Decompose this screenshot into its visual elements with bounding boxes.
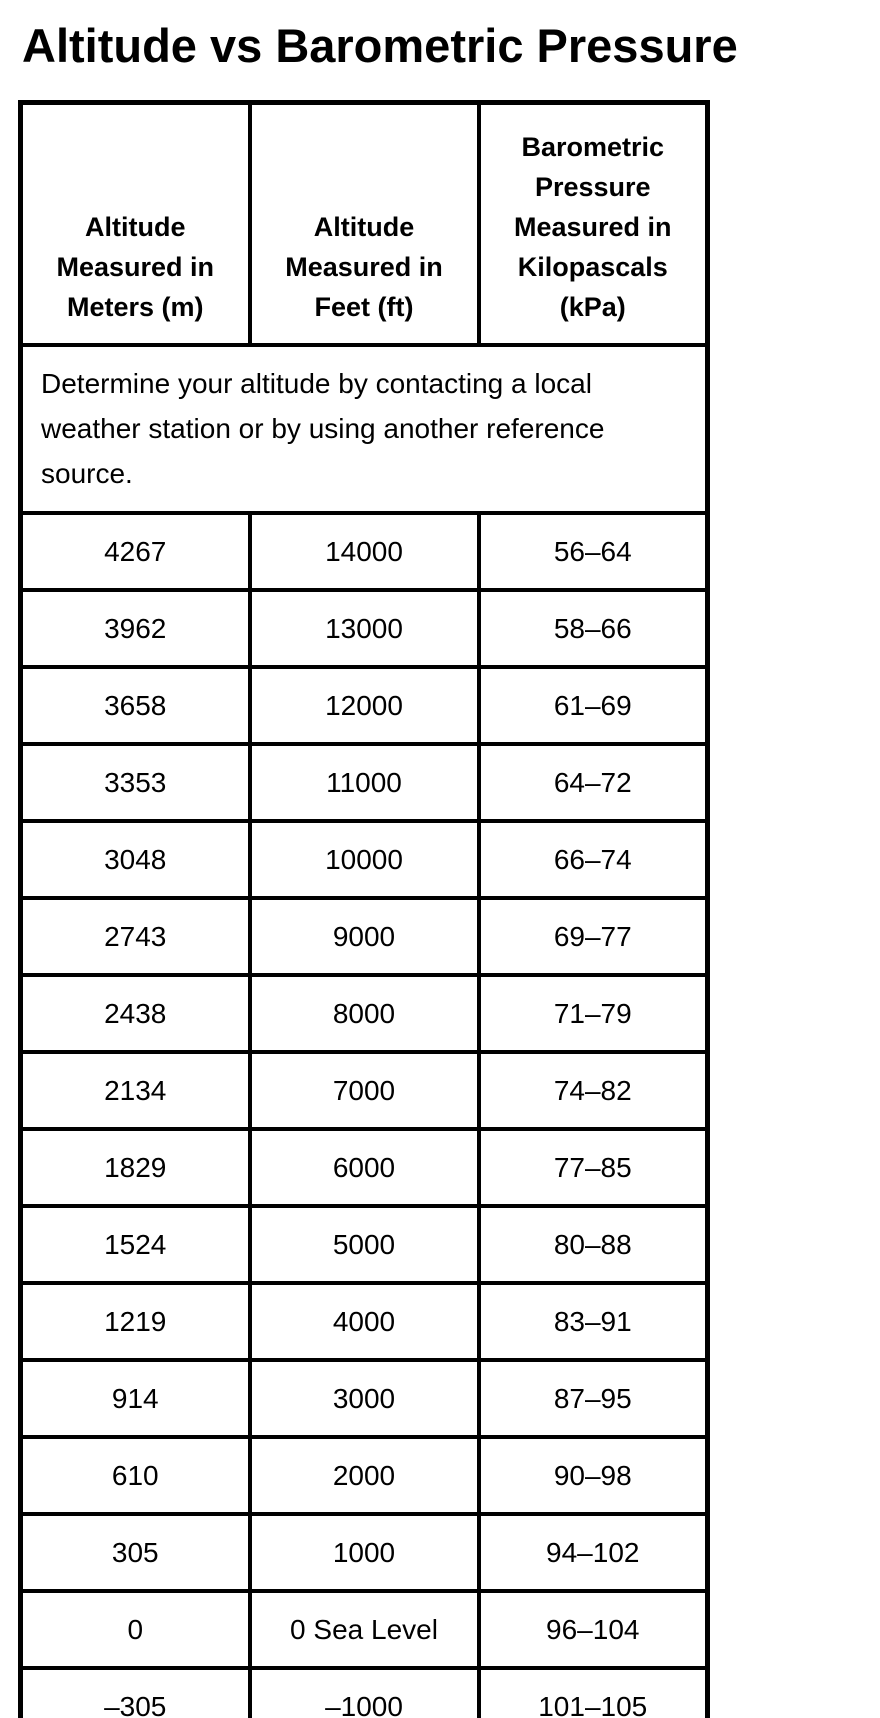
cell-altitude-m: 1829 bbox=[18, 1127, 252, 1208]
cell-altitude-m: 1219 bbox=[18, 1281, 252, 1362]
header-line: Measured in bbox=[285, 252, 443, 282]
header-line: Measured in bbox=[56, 252, 215, 282]
cell-altitude-m: 3353 bbox=[18, 742, 252, 823]
cell-altitude-ft: –1000 bbox=[247, 1666, 481, 1718]
cell-pressure-kpa: 71–79 bbox=[476, 973, 710, 1054]
page-title: Altitude vs Barometric Pressure bbox=[22, 19, 738, 72]
cell-altitude-m: 914 bbox=[18, 1358, 252, 1439]
cell-pressure-kpa: 56–64 bbox=[476, 511, 710, 592]
cell-pressure-kpa: 94–102 bbox=[476, 1512, 710, 1593]
cell-pressure-kpa: 64–72 bbox=[476, 742, 710, 823]
cell-pressure-kpa: 74–82 bbox=[476, 1050, 710, 1131]
table-row: 914 3000 87–95 bbox=[18, 1358, 710, 1439]
cell-altitude-ft: 3000 bbox=[247, 1358, 481, 1439]
table-row: 4267 14000 56–64 bbox=[18, 511, 710, 592]
cell-pressure-kpa: 90–98 bbox=[476, 1435, 710, 1516]
header-line: (kPa) bbox=[559, 292, 626, 322]
cell-altitude-m: 3658 bbox=[18, 665, 252, 746]
header-line: Barometric bbox=[521, 132, 665, 162]
cell-altitude-m: 0 bbox=[18, 1589, 252, 1670]
cell-altitude-ft: 4000 bbox=[247, 1281, 481, 1362]
header-pressure-kpa: Barometric Pressure Measured in Kilopasc… bbox=[476, 100, 710, 347]
cell-altitude-m: 3048 bbox=[18, 819, 252, 900]
table-row: 0 0 Sea Level 96–104 bbox=[18, 1589, 710, 1670]
cell-altitude-m: 2134 bbox=[18, 1050, 252, 1131]
cell-altitude-m: 2438 bbox=[18, 973, 252, 1054]
cell-pressure-kpa: 66–74 bbox=[476, 819, 710, 900]
cell-pressure-kpa: 77–85 bbox=[476, 1127, 710, 1208]
cell-altitude-m: 4267 bbox=[18, 511, 252, 592]
cell-altitude-ft: 5000 bbox=[247, 1204, 481, 1285]
table-row: 1524 5000 80–88 bbox=[18, 1204, 710, 1285]
table-row: 3048 10000 66–74 bbox=[18, 819, 710, 900]
table-row: 3353 11000 64–72 bbox=[18, 742, 710, 823]
table-row: 2743 9000 69–77 bbox=[18, 896, 710, 977]
header-line: Pressure bbox=[534, 172, 651, 202]
note-line: source. bbox=[41, 458, 133, 489]
cell-altitude-ft: 8000 bbox=[247, 973, 481, 1054]
cell-altitude-ft: 10000 bbox=[247, 819, 481, 900]
cell-altitude-ft: 1000 bbox=[247, 1512, 481, 1593]
cell-pressure-kpa: 101–105 bbox=[476, 1666, 710, 1718]
header-altitude-feet: Altitude Measured in Feet (ft) bbox=[247, 100, 481, 347]
table-note-row: Determine your altitude by contacting a … bbox=[18, 343, 710, 515]
cell-pressure-kpa: 80–88 bbox=[476, 1204, 710, 1285]
header-line: Measured in bbox=[513, 212, 672, 242]
note-line: Determine your altitude by contacting a … bbox=[41, 368, 592, 399]
header-line: Kilopascals bbox=[517, 252, 668, 282]
table-row: 3658 12000 61–69 bbox=[18, 665, 710, 746]
cell-altitude-m: 1524 bbox=[18, 1204, 252, 1285]
header-line: Meters (m) bbox=[66, 292, 204, 322]
cell-altitude-ft: 12000 bbox=[247, 665, 481, 746]
header-line: Feet (ft) bbox=[314, 292, 414, 322]
table-row: 2134 7000 74–82 bbox=[18, 1050, 710, 1131]
cell-altitude-ft: 13000 bbox=[247, 588, 481, 669]
cell-altitude-m: –305 bbox=[18, 1666, 252, 1718]
table-row: 1219 4000 83–91 bbox=[18, 1281, 710, 1362]
table-row: 2438 8000 71–79 bbox=[18, 973, 710, 1054]
cell-altitude-ft: 14000 bbox=[247, 511, 481, 592]
table-header-row: Altitude Measured in Meters (m) Altitude… bbox=[18, 100, 710, 347]
cell-altitude-ft: 7000 bbox=[247, 1050, 481, 1131]
table-row: 3962 13000 58–66 bbox=[18, 588, 710, 669]
cell-altitude-m: 3962 bbox=[18, 588, 252, 669]
table-row: 305 1000 94–102 bbox=[18, 1512, 710, 1593]
table-row: 1829 6000 77–85 bbox=[18, 1127, 710, 1208]
cell-altitude-ft: 6000 bbox=[247, 1127, 481, 1208]
cell-altitude-m: 610 bbox=[18, 1435, 252, 1516]
cell-pressure-kpa: 61–69 bbox=[476, 665, 710, 746]
header-line: Altitude bbox=[313, 212, 415, 242]
cell-altitude-ft: 9000 bbox=[247, 896, 481, 977]
cell-altitude-ft: 0 Sea Level bbox=[247, 1589, 481, 1670]
cell-pressure-kpa: 96–104 bbox=[476, 1589, 710, 1670]
note-cell: Determine your altitude by contacting a … bbox=[18, 343, 710, 515]
cell-altitude-m: 2743 bbox=[18, 896, 252, 977]
cell-pressure-kpa: 69–77 bbox=[476, 896, 710, 977]
header-line: Altitude bbox=[85, 212, 186, 242]
cell-altitude-m: 305 bbox=[18, 1512, 252, 1593]
cell-altitude-ft: 11000 bbox=[247, 742, 481, 823]
cell-pressure-kpa: 58–66 bbox=[476, 588, 710, 669]
table-row: 610 2000 90–98 bbox=[18, 1435, 710, 1516]
cell-pressure-kpa: 87–95 bbox=[476, 1358, 710, 1439]
note-line: weather station or by using another refe… bbox=[41, 413, 605, 444]
header-altitude-meters: Altitude Measured in Meters (m) bbox=[18, 100, 252, 347]
cell-pressure-kpa: 83–91 bbox=[476, 1281, 710, 1362]
cell-altitude-ft: 2000 bbox=[247, 1435, 481, 1516]
table-row: –305 –1000 101–105 bbox=[18, 1666, 710, 1718]
altitude-pressure-table: Altitude Measured in Meters (m) Altitude… bbox=[18, 100, 710, 1718]
